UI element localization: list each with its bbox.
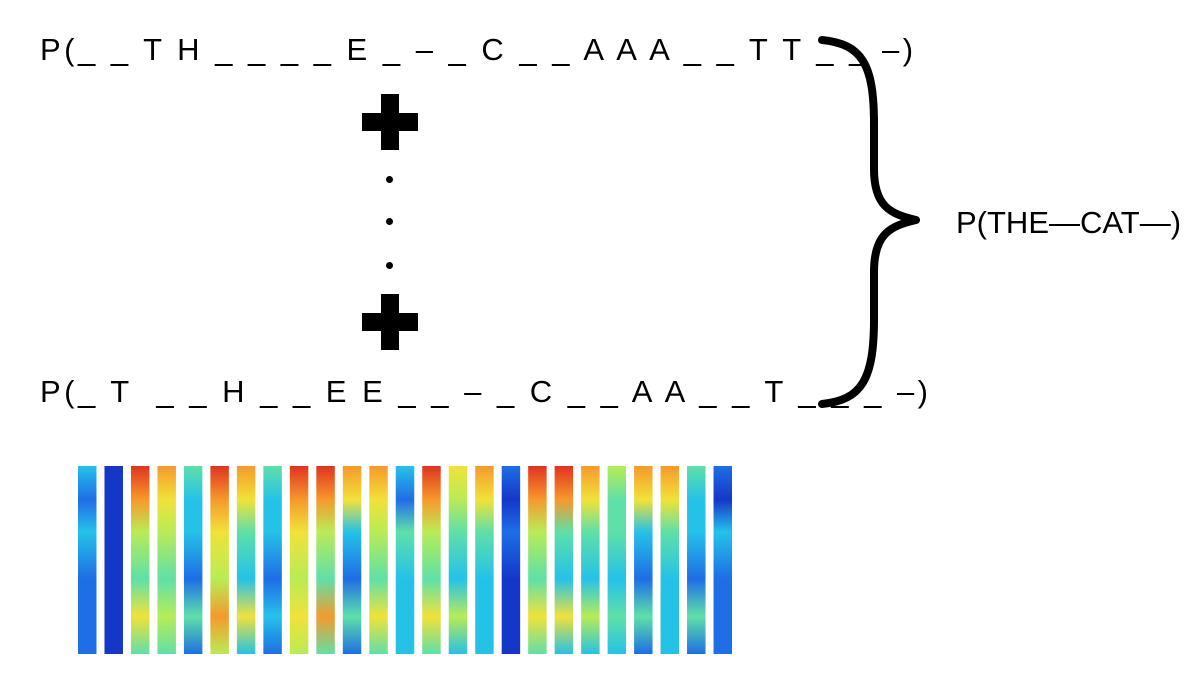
spectrogram-frame [687,466,706,654]
spectrogram-frame [130,466,150,654]
spectrogram-frame [448,466,468,654]
spectrogram-frame [316,466,335,654]
ellipsis-dot [386,218,393,225]
spectrogram-frame [422,466,441,654]
spectrogram-frame [263,466,282,654]
label-sequence-probability: P(THE—CAT—) [956,205,1182,240]
plus-icon [362,294,418,350]
spectrogram-frame [210,466,229,654]
spectrogram-frames [78,466,732,654]
spectrogram-frame [528,466,547,654]
spectrogram-frame [554,466,574,654]
ellipsis-dot [386,176,393,183]
spectrogram-frame [104,466,123,654]
ellipsis-dot [386,262,393,269]
spectrogram-frame [78,466,97,654]
spectrogram-frame [660,466,680,654]
curly-brace-icon [818,36,920,408]
spectrogram-frame [713,466,732,654]
spectrogram-frame [342,466,362,654]
spectrogram-frame [395,466,415,654]
spectrogram-frame [475,466,494,654]
plus-icon [362,94,418,150]
top-path-probability: P(_ _ T H _ _ _ _ E _ – _ C _ _ A A A _ … [40,32,917,67]
spectrogram-frame [634,466,653,654]
spectrogram-frame [607,466,627,654]
spectrogram-frame [501,466,521,654]
spectrogram-frame [369,466,388,654]
spectrogram-frame [581,466,600,654]
spectrogram-frame [289,466,309,654]
spectrogram-frame [183,466,203,654]
spectrogram-frame [157,466,176,654]
spectrogram-frame [236,466,256,654]
bottom-path-probability: P(_ T _ _ H _ _ E E _ _ – _ C _ _ A A _ … [40,374,932,409]
